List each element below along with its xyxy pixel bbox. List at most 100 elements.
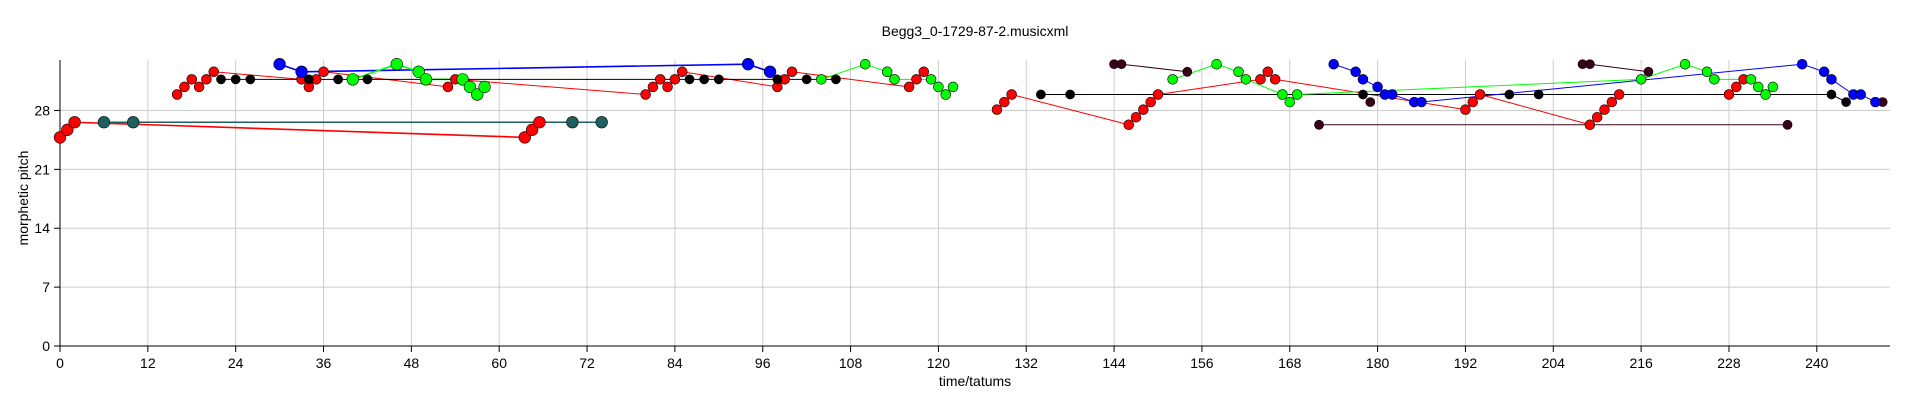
note-link-line bbox=[821, 63, 866, 80]
data-point bbox=[1606, 96, 1618, 108]
y-tick-label: 14 bbox=[34, 220, 50, 236]
data-point bbox=[1036, 89, 1046, 100]
x-tick-label: 0 bbox=[56, 355, 64, 371]
data-point bbox=[245, 74, 256, 85]
data-point bbox=[1460, 104, 1471, 115]
data-point bbox=[816, 74, 827, 85]
data-point bbox=[699, 74, 710, 85]
data-point bbox=[333, 74, 344, 85]
x-tick-label: 96 bbox=[755, 355, 771, 371]
data-point bbox=[273, 58, 286, 71]
data-point bbox=[208, 66, 219, 78]
data-point bbox=[640, 89, 651, 100]
data-point bbox=[1826, 89, 1837, 100]
x-tick-label: 204 bbox=[1542, 355, 1566, 371]
data-point bbox=[859, 58, 871, 70]
data-point bbox=[1269, 74, 1281, 85]
note-link-line bbox=[1121, 63, 1188, 73]
data-point bbox=[518, 131, 531, 144]
data-point bbox=[1314, 119, 1324, 130]
data-point bbox=[741, 58, 755, 71]
data-point bbox=[304, 74, 314, 85]
data-point bbox=[772, 74, 783, 85]
data-point bbox=[763, 65, 777, 78]
x-tick-label: 144 bbox=[1102, 355, 1126, 371]
data-point bbox=[566, 116, 579, 129]
data-point bbox=[127, 116, 140, 129]
data-point bbox=[713, 74, 724, 85]
data-point bbox=[1357, 74, 1369, 85]
x-tick-label: 240 bbox=[1805, 355, 1829, 371]
data-point bbox=[1591, 111, 1603, 123]
data-point bbox=[471, 88, 484, 101]
data-point bbox=[1211, 58, 1222, 70]
data-point bbox=[1277, 89, 1288, 100]
data-point bbox=[216, 74, 226, 85]
data-point bbox=[61, 123, 74, 136]
data-point bbox=[478, 80, 491, 94]
y-tick-label: 7 bbox=[42, 279, 50, 295]
data-point bbox=[179, 81, 190, 93]
chart-title: Begg3_0-1729-87-2.musicxml bbox=[882, 23, 1069, 39]
data-point bbox=[68, 116, 81, 129]
data-point bbox=[1870, 96, 1881, 108]
data-point bbox=[1584, 119, 1596, 131]
data-point bbox=[1599, 104, 1610, 115]
data-point bbox=[1284, 96, 1296, 108]
data-point bbox=[662, 81, 673, 93]
data-point bbox=[654, 74, 666, 85]
data-point bbox=[595, 116, 608, 129]
data-point bbox=[1760, 89, 1771, 100]
data-point bbox=[1255, 74, 1266, 85]
data-point bbox=[801, 74, 812, 85]
x-tick-label: 156 bbox=[1190, 355, 1214, 371]
x-tick-label: 24 bbox=[228, 355, 244, 371]
data-point bbox=[346, 73, 359, 86]
data-point bbox=[933, 81, 944, 93]
data-point bbox=[412, 65, 425, 78]
note-link-line bbox=[1640, 63, 1686, 80]
data-point bbox=[1123, 119, 1134, 131]
data-point bbox=[1709, 74, 1720, 85]
data-point bbox=[362, 74, 373, 85]
data-point bbox=[647, 81, 659, 93]
data-point bbox=[295, 65, 308, 78]
data-point bbox=[1731, 81, 1742, 93]
data-point bbox=[911, 74, 922, 85]
data-point bbox=[1782, 119, 1793, 130]
data-point bbox=[201, 74, 212, 85]
data-point bbox=[193, 81, 205, 93]
data-point bbox=[676, 66, 688, 78]
data-point bbox=[419, 73, 433, 86]
data-point bbox=[1416, 96, 1427, 108]
x-tick-label: 168 bbox=[1278, 355, 1302, 371]
data-point bbox=[1796, 58, 1808, 70]
data-point bbox=[1145, 96, 1156, 108]
data-point bbox=[1467, 96, 1479, 108]
data-point bbox=[1372, 81, 1383, 93]
note-link-line bbox=[791, 71, 910, 88]
data-point bbox=[1818, 66, 1830, 78]
x-tick-label: 192 bbox=[1454, 355, 1478, 371]
y-axis-title: morphetic pitch bbox=[15, 151, 31, 246]
data-point bbox=[1350, 66, 1361, 78]
data-point bbox=[889, 74, 900, 85]
data-point bbox=[1262, 66, 1274, 78]
data-point bbox=[1474, 89, 1486, 100]
data-point bbox=[525, 123, 539, 136]
data-point bbox=[786, 66, 798, 78]
data-point bbox=[318, 66, 329, 78]
data-point bbox=[442, 81, 454, 93]
note-link-line bbox=[1011, 94, 1129, 126]
data-point bbox=[918, 66, 930, 78]
x-tick-label: 132 bbox=[1015, 355, 1039, 371]
data-point bbox=[1753, 81, 1764, 93]
data-point bbox=[1826, 74, 1837, 85]
x-tick-label: 60 bbox=[491, 355, 507, 371]
x-tick-label: 72 bbox=[579, 355, 595, 371]
data-point bbox=[171, 89, 183, 100]
data-point bbox=[947, 81, 959, 93]
note-link-line bbox=[1479, 94, 1591, 126]
data-point bbox=[533, 116, 546, 129]
y-tick-label: 21 bbox=[34, 161, 50, 177]
